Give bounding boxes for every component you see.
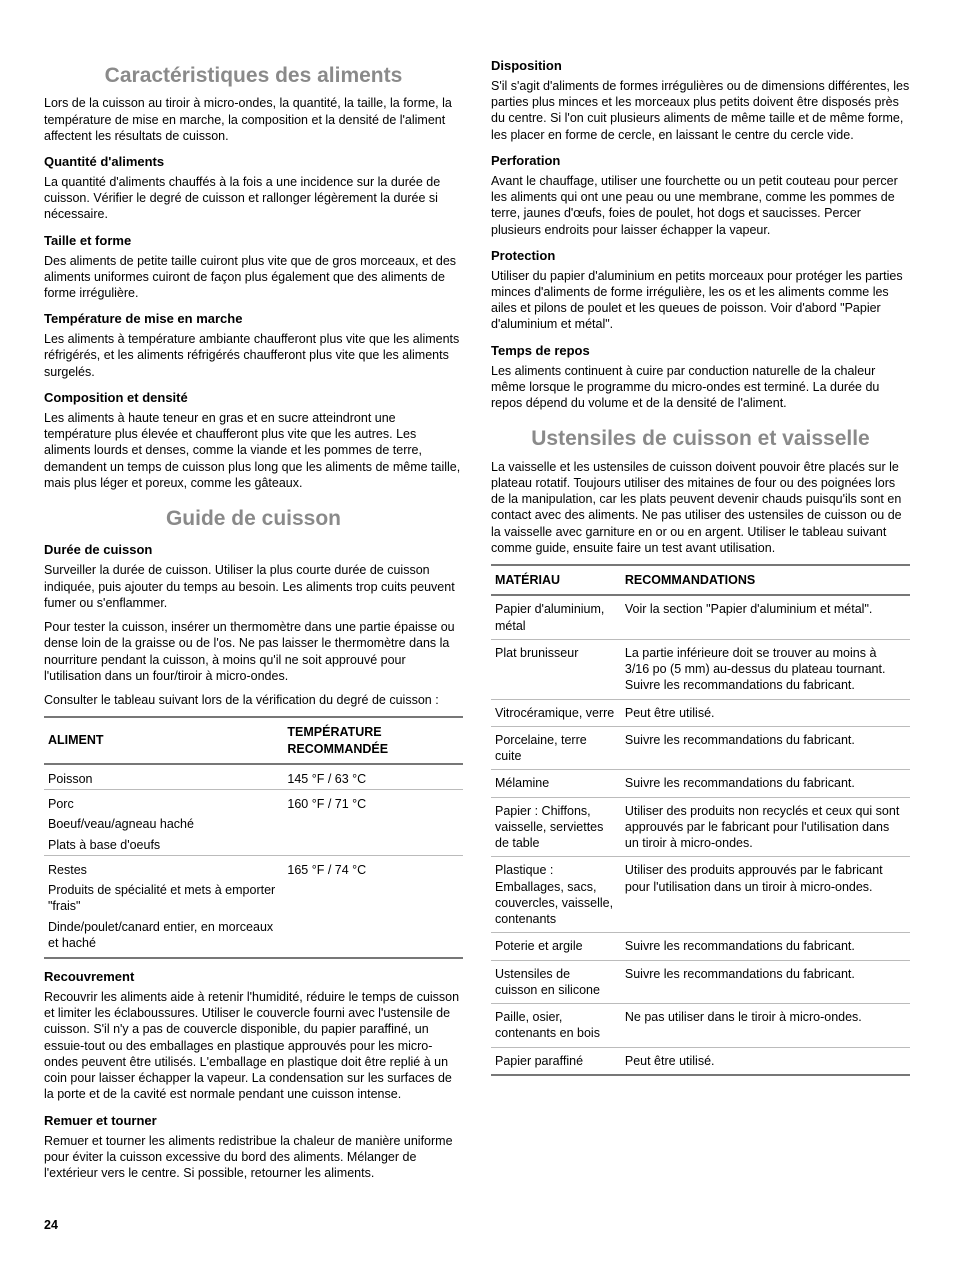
cell-materiau: Papier d'aluminium, métal <box>491 595 621 639</box>
cell-materiau: Plastique : Emballages, sacs, couvercles… <box>491 857 621 933</box>
table-row: Dinde/poulet/canard entier, en morceaux … <box>44 917 463 959</box>
heading-guide-cuisson: Guide de cuisson <box>44 505 463 532</box>
intro-paragraph: Lors de la cuisson au tiroir à micro-ond… <box>44 95 463 144</box>
table-row: Restes165 °F / 74 °C <box>44 855 463 880</box>
paragraph: La quantité d'aliments chauffés à la foi… <box>44 174 463 223</box>
cell-recommandation: Suivre les recommandations du fabricant. <box>621 770 910 797</box>
cell-temp: 160 °F / 71 °C <box>283 790 463 815</box>
cell-recommandation: Suivre les recommandations du fabricant. <box>621 933 910 960</box>
cell-recommandation: Suivre les recommandations du fabricant. <box>621 960 910 1004</box>
table-row: Ustensiles de cuisson en siliconeSuivre … <box>491 960 910 1004</box>
table-row: Plastique : Emballages, sacs, couvercles… <box>491 857 910 933</box>
para: Pour tester la cuisson, insérer un therm… <box>44 619 463 684</box>
cell-aliment: Plats à base d'oeufs <box>44 835 283 856</box>
paragraph: Avant le chauffage, utiliser une fourche… <box>491 173 910 238</box>
cell-recommandation: La partie inférieure doit se trouver au … <box>621 639 910 699</box>
subheading: Protection <box>491 248 910 265</box>
cell-aliment: Boeuf/veau/agneau haché <box>44 814 283 834</box>
table-row: Poisson145 °F / 63 °C <box>44 764 463 790</box>
cell-materiau: Papier : Chiffons, vaisselle, serviettes… <box>491 797 621 857</box>
cell-recommandation: Utiliser des produits non recyclés et ce… <box>621 797 910 857</box>
cell-aliment: Poisson <box>44 764 283 790</box>
subheading: Taille et forme <box>44 233 463 250</box>
cell-temp <box>283 835 463 856</box>
cell-materiau: Porcelaine, terre cuite <box>491 726 621 770</box>
table-row: Plats à base d'oeufs <box>44 835 463 856</box>
subheading: Température de mise en marche <box>44 311 463 328</box>
heading-caracteristiques: Caractéristiques des aliments <box>44 62 463 89</box>
material-table: MATÉRIAU RECOMMANDATIONS Papier d'alumin… <box>491 564 910 1076</box>
right-column: Disposition S'il s'agit d'aliments de for… <box>491 48 910 1189</box>
table-row: Produits de spécialité et mets à emporte… <box>44 880 463 917</box>
table-row: Porc160 °F / 71 °C <box>44 790 463 815</box>
subheading: Temps de repos <box>491 343 910 360</box>
table-row: Papier : Chiffons, vaisselle, serviettes… <box>491 797 910 857</box>
cell-temp <box>283 814 463 834</box>
cell-materiau: Vitrocéramique, verre <box>491 699 621 726</box>
subheading: Recouvrement <box>44 969 463 986</box>
paragraph: Recouvrir les aliments aide à retenir l'… <box>44 989 463 1103</box>
table-header-recommandations: RECOMMANDATIONS <box>621 565 910 595</box>
para: Consulter le tableau suivant lors de la … <box>44 692 463 708</box>
table-header-materiau: MATÉRIAU <box>491 565 621 595</box>
cell-recommandation: Voir la section "Papier d'aluminium et m… <box>621 595 910 639</box>
cell-materiau: Poterie et argile <box>491 933 621 960</box>
table-row: Vitrocéramique, verrePeut être utilisé. <box>491 699 910 726</box>
cell-temp <box>283 880 463 917</box>
cell-aliment: Produits de spécialité et mets à emporte… <box>44 880 283 917</box>
heading-ustensiles: Ustensiles de cuisson et vaisselle <box>491 425 910 452</box>
cell-temp <box>283 917 463 959</box>
paragraph: Les aliments à température ambiante chau… <box>44 331 463 380</box>
paragraph: Les aliments continuent à cuire par cond… <box>491 363 910 412</box>
cell-materiau: Paille, osier, contenants en bois <box>491 1004 621 1048</box>
paragraph: S'il s'agit d'aliments de formes irrégul… <box>491 78 910 143</box>
left-column: Caractéristiques des aliments Lors de la… <box>44 48 463 1189</box>
table-row: Paille, osier, contenants en boisNe pas … <box>491 1004 910 1048</box>
cell-recommandation: Peut être utilisé. <box>621 699 910 726</box>
cell-aliment: Porc <box>44 790 283 815</box>
subheading: Composition et densité <box>44 390 463 407</box>
cell-recommandation: Peut être utilisé. <box>621 1047 910 1075</box>
temperature-table: ALIMENT TEMPÉRATURE RECOMMANDÉE Poisson1… <box>44 716 463 959</box>
table-row: Porcelaine, terre cuiteSuivre les recomm… <box>491 726 910 770</box>
cell-recommandation: Ne pas utiliser dans le tiroir à micro-o… <box>621 1004 910 1048</box>
table-header-aliment: ALIMENT <box>44 717 283 764</box>
table-row: Papier d'aluminium, métalVoir la section… <box>491 595 910 639</box>
cell-materiau: Plat brunisseur <box>491 639 621 699</box>
table-row: Plat brunisseurLa partie inférieure doit… <box>491 639 910 699</box>
cell-recommandation: Utiliser des produits approuvés par le f… <box>621 857 910 933</box>
subheading: Perforation <box>491 153 910 170</box>
subheading: Remuer et tourner <box>44 1113 463 1130</box>
paragraph: Des aliments de petite taille cuiront pl… <box>44 253 463 302</box>
paragraph: Utiliser du papier d'aluminium en petits… <box>491 268 910 333</box>
subheading: Quantité d'aliments <box>44 154 463 171</box>
table-header-temp: TEMPÉRATURE RECOMMANDÉE <box>283 717 463 764</box>
cell-materiau: Papier paraffiné <box>491 1047 621 1075</box>
table-row: Boeuf/veau/agneau haché <box>44 814 463 834</box>
cell-materiau: Mélamine <box>491 770 621 797</box>
table-row: MélamineSuivre les recommandations du fa… <box>491 770 910 797</box>
cell-aliment: Dinde/poulet/canard entier, en morceaux … <box>44 917 283 959</box>
table-row: Papier paraffinéPeut être utilisé. <box>491 1047 910 1075</box>
cell-materiau: Ustensiles de cuisson en silicone <box>491 960 621 1004</box>
intro-paragraph: La vaisselle et les ustensiles de cuisso… <box>491 459 910 557</box>
sub-duree: Durée de cuisson <box>44 542 463 559</box>
cell-recommandation: Suivre les recommandations du fabricant. <box>621 726 910 770</box>
cell-aliment: Restes <box>44 855 283 880</box>
page-number: 24 <box>44 1217 910 1233</box>
cell-temp: 145 °F / 63 °C <box>283 764 463 790</box>
subheading: Disposition <box>491 58 910 75</box>
cell-temp: 165 °F / 74 °C <box>283 855 463 880</box>
para: Surveiller la durée de cuisson. Utiliser… <box>44 562 463 611</box>
paragraph: Remuer et tourner les aliments redistrib… <box>44 1133 463 1182</box>
paragraph: Les aliments à haute teneur en gras et e… <box>44 410 463 491</box>
table-row: Poterie et argileSuivre les recommandati… <box>491 933 910 960</box>
